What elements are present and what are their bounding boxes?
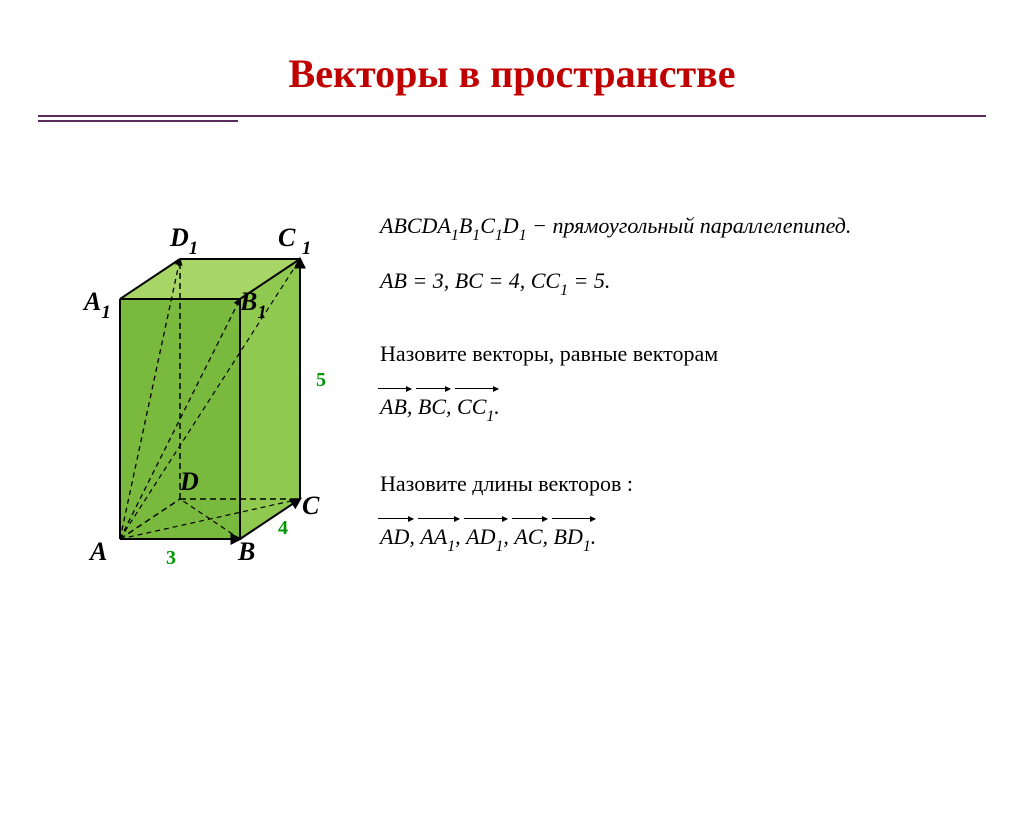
line-task1: Назовите векторы, равные векторам — [380, 337, 984, 370]
vertex-A1: A1 — [84, 287, 111, 322]
vertex-D1: D1 — [170, 223, 198, 258]
line-task2: Назовите длины векторов : — [380, 467, 984, 500]
vertex-D: D — [180, 467, 199, 497]
vertex-C: C — [302, 491, 319, 521]
vertex-C1: C 1 — [278, 223, 311, 258]
title-rule — [0, 109, 1024, 129]
parallelepiped-diagram — [40, 159, 360, 599]
vertex-B: B — [238, 537, 255, 567]
dim-CC1: 5 — [316, 369, 326, 392]
content-row: D1 C 1 A1 B1 D C A B 3 4 5 ABCDA1B1C1D1 … — [0, 159, 1024, 604]
diagram-column: D1 C 1 A1 B1 D C A B 3 4 5 — [40, 159, 360, 604]
dim-BC: 4 — [278, 517, 288, 540]
vertex-A: A — [90, 537, 107, 567]
dim-AB: 3 — [166, 547, 176, 570]
page-title: Векторы в пространстве — [0, 50, 1024, 97]
line-given-shape: ABCDA1B1C1D1 − прямоугольный параллелепи… — [380, 209, 984, 246]
line-task2-vectors: AD, AA1, AD1, AC, BD1. — [380, 518, 984, 557]
line-task1-vectors: AB, BC, CC1. — [380, 388, 984, 427]
line-given-dims: AB = 3, BC = 4, CC1 = 5. — [380, 264, 984, 301]
vertex-B1: B1 — [240, 287, 267, 322]
problem-text: ABCDA1B1C1D1 − прямоугольный параллелепи… — [360, 159, 984, 604]
